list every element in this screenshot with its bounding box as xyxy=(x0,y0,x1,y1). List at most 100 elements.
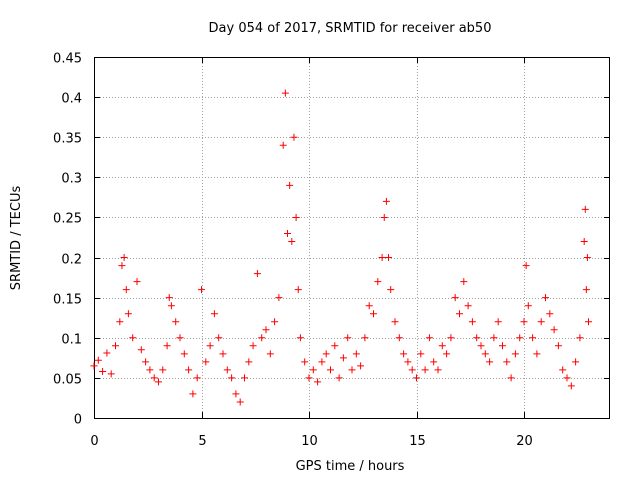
data-point xyxy=(90,362,98,370)
data-point xyxy=(176,334,184,342)
data-point xyxy=(112,342,119,350)
data-point xyxy=(249,342,257,350)
y-tick-label: 0.4 xyxy=(61,92,82,107)
y-axis-label: SRMTID / TECUs xyxy=(9,186,24,291)
x-tick-label: 5 xyxy=(198,434,206,449)
y-tick-label: 0.05 xyxy=(53,373,82,388)
data-point xyxy=(370,310,377,318)
data-point xyxy=(567,382,575,390)
data-point xyxy=(172,318,180,326)
data-point xyxy=(167,302,175,310)
x-tick-label: 20 xyxy=(516,434,533,449)
data-point xyxy=(279,141,287,149)
data-point xyxy=(511,350,519,358)
data-point xyxy=(262,326,270,334)
data-point xyxy=(585,318,592,326)
data-point xyxy=(357,362,365,370)
data-point xyxy=(580,238,588,246)
data-point xyxy=(232,390,240,398)
data-point xyxy=(253,270,261,278)
data-point xyxy=(94,356,102,364)
data-point xyxy=(490,334,498,342)
data-point xyxy=(146,366,154,374)
data-point xyxy=(288,238,296,246)
data-point xyxy=(430,358,438,366)
data-point xyxy=(503,358,511,366)
data-point xyxy=(533,350,541,358)
data-point xyxy=(473,334,481,342)
data-point xyxy=(464,302,472,310)
data-point xyxy=(486,358,494,366)
y-tick-label: 0.35 xyxy=(53,132,82,147)
data-point xyxy=(118,262,126,270)
data-point xyxy=(107,370,115,378)
data-point xyxy=(391,318,399,326)
data-point xyxy=(524,302,532,310)
data-point xyxy=(150,374,158,382)
data-point xyxy=(129,334,137,342)
data-point xyxy=(159,366,167,374)
data-point xyxy=(120,254,128,262)
y-tick-label: 0.25 xyxy=(53,212,82,227)
data-point xyxy=(165,294,173,302)
data-point xyxy=(434,366,442,374)
data-point xyxy=(185,366,193,374)
data-point xyxy=(352,350,360,358)
data-point xyxy=(550,326,558,334)
data-point xyxy=(344,334,352,342)
data-point xyxy=(124,310,132,318)
data-point xyxy=(210,310,218,318)
data-point xyxy=(583,254,591,262)
grid-lines xyxy=(94,57,610,418)
data-point xyxy=(361,334,369,342)
chart-title: Day 054 of 2017, SRMTID for receiver ab5… xyxy=(209,21,492,36)
data-point xyxy=(116,318,124,326)
data-point xyxy=(245,358,253,366)
data-point xyxy=(309,366,317,374)
data-point xyxy=(155,378,162,386)
data-point xyxy=(395,334,403,342)
data-point xyxy=(281,89,289,97)
data-point xyxy=(387,286,395,294)
y-tick-label: 0.2 xyxy=(61,253,82,268)
data-point xyxy=(348,366,356,374)
data-point xyxy=(382,197,390,205)
y-tick-label: 0 xyxy=(74,413,82,428)
y-tick-label: 0.45 xyxy=(53,52,82,67)
data-point xyxy=(335,374,343,382)
plot-frame xyxy=(94,57,610,419)
data-point xyxy=(477,342,485,350)
data-point xyxy=(421,366,429,374)
data-point xyxy=(576,334,584,342)
data-point xyxy=(142,358,150,366)
data-point xyxy=(554,342,562,350)
data-point xyxy=(286,181,294,189)
data-point xyxy=(236,398,244,406)
data-point xyxy=(301,358,309,366)
data-point xyxy=(385,254,393,262)
data-point xyxy=(290,133,298,141)
data-point xyxy=(137,346,145,354)
y-tick-label: 0.15 xyxy=(53,293,82,308)
data-point xyxy=(516,334,524,342)
data-point xyxy=(481,350,489,358)
data-point xyxy=(572,358,580,366)
data-point xyxy=(378,254,386,262)
y-tick-label: 0.1 xyxy=(61,333,82,348)
data-point xyxy=(468,318,476,326)
data-points xyxy=(90,89,592,406)
data-point xyxy=(425,334,433,342)
data-point xyxy=(404,358,412,366)
data-point xyxy=(460,278,468,286)
data-point xyxy=(122,286,130,294)
data-point xyxy=(189,390,197,398)
data-point xyxy=(331,342,339,350)
data-point xyxy=(241,374,248,382)
data-point xyxy=(438,342,446,350)
data-point xyxy=(292,213,300,221)
data-point xyxy=(494,318,502,326)
data-point xyxy=(322,350,330,358)
data-point xyxy=(284,229,291,237)
data-point xyxy=(443,350,451,358)
